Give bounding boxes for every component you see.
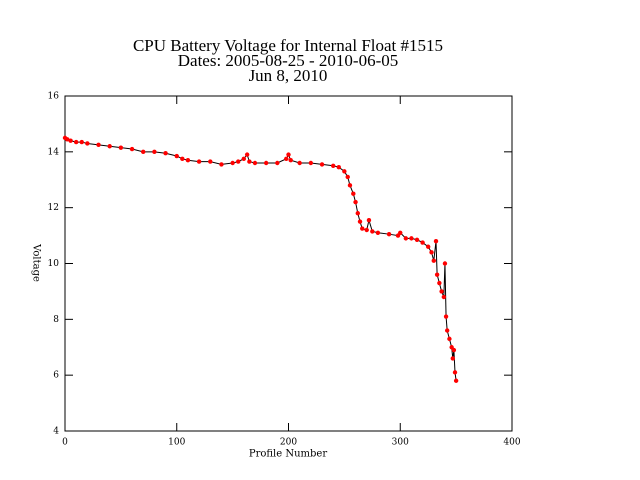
data-point bbox=[355, 211, 360, 216]
y-tick-label: 16 bbox=[48, 92, 60, 102]
y-tick-label: 12 bbox=[48, 203, 59, 213]
data-point bbox=[107, 144, 112, 149]
data-point bbox=[236, 159, 241, 164]
data-point bbox=[345, 174, 350, 180]
data-point bbox=[163, 151, 168, 156]
data-point bbox=[375, 230, 381, 235]
data-point bbox=[308, 160, 314, 166]
data-point bbox=[244, 152, 250, 157]
data-point bbox=[336, 164, 341, 170]
data-point bbox=[451, 347, 457, 353]
data-point bbox=[185, 158, 191, 163]
data-point bbox=[129, 146, 135, 152]
data-point bbox=[420, 240, 425, 245]
data-point bbox=[437, 280, 442, 286]
data-point bbox=[439, 289, 444, 294]
data-point bbox=[357, 219, 363, 224]
data-point bbox=[263, 160, 269, 166]
y-tick-label: 8 bbox=[53, 315, 59, 325]
data-point bbox=[141, 149, 146, 155]
data-point bbox=[252, 160, 258, 166]
x-tick-label: 300 bbox=[392, 438, 409, 448]
data-point bbox=[79, 139, 84, 145]
x-tick-label: 0 bbox=[62, 438, 68, 448]
data-point bbox=[450, 356, 455, 361]
data-point bbox=[284, 156, 289, 162]
data-point bbox=[230, 160, 235, 166]
data-point bbox=[85, 141, 90, 146]
data-point bbox=[364, 227, 369, 233]
data-point bbox=[241, 156, 246, 162]
data-point bbox=[370, 229, 375, 234]
data-point bbox=[442, 261, 448, 266]
data-point bbox=[453, 378, 459, 383]
x-axis-label: Profile Number bbox=[249, 449, 327, 460]
data-point bbox=[65, 137, 70, 142]
x-tick-label: 100 bbox=[168, 438, 185, 448]
data-point bbox=[286, 152, 291, 157]
data-point bbox=[351, 191, 356, 196]
data-point bbox=[441, 294, 447, 300]
data-point bbox=[434, 272, 440, 277]
data-point bbox=[431, 258, 436, 263]
y-tick-label: 14 bbox=[48, 147, 60, 157]
data-point bbox=[68, 138, 73, 143]
data-point bbox=[403, 236, 409, 241]
data-point bbox=[196, 159, 202, 164]
y-tick-label: 10 bbox=[48, 259, 60, 269]
data-point bbox=[297, 160, 302, 166]
data-point bbox=[342, 169, 347, 174]
data-point bbox=[398, 230, 403, 235]
data-point bbox=[409, 236, 414, 241]
data-point bbox=[360, 226, 365, 231]
chart-title: CPU Battery Voltage for Internal Float #… bbox=[133, 36, 443, 55]
data-point bbox=[433, 238, 439, 244]
data-point bbox=[219, 162, 224, 167]
data-point bbox=[444, 328, 450, 333]
data-point bbox=[247, 159, 252, 164]
data-point bbox=[174, 153, 179, 159]
data-point bbox=[180, 156, 185, 162]
data-point bbox=[443, 314, 449, 319]
data-point bbox=[319, 162, 325, 167]
data-point bbox=[386, 231, 392, 237]
data-point bbox=[347, 183, 353, 188]
data-point bbox=[425, 244, 431, 249]
data-point bbox=[353, 199, 358, 205]
data-point bbox=[73, 139, 79, 145]
data-point bbox=[414, 237, 420, 242]
data-point bbox=[275, 160, 280, 166]
data-point bbox=[366, 218, 372, 223]
data-point bbox=[118, 145, 124, 150]
data-point bbox=[288, 158, 293, 163]
data-point bbox=[96, 142, 101, 148]
data-point bbox=[152, 149, 157, 155]
data-point bbox=[331, 163, 336, 168]
series-line bbox=[64, 137, 457, 381]
y-axis-label: Voltage bbox=[31, 243, 42, 282]
data-point bbox=[429, 250, 434, 255]
chart-date: Jun 8, 2010 bbox=[249, 66, 328, 85]
x-tick-label: 200 bbox=[280, 438, 297, 448]
data-point bbox=[208, 159, 213, 164]
data-point bbox=[447, 336, 452, 342]
y-tick-label: 6 bbox=[53, 371, 59, 381]
data-point bbox=[452, 370, 458, 375]
y-tick-label: 4 bbox=[53, 427, 59, 437]
chart-subtitle: Dates: 2005-08-25 - 2010-06-05 bbox=[178, 51, 399, 70]
x-tick-label: 400 bbox=[503, 438, 520, 448]
